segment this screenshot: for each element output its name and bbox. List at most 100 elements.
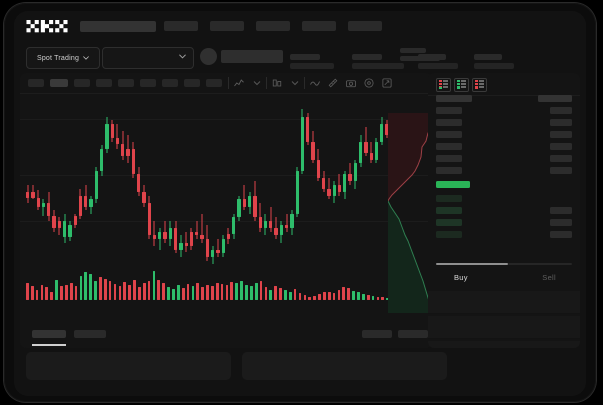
volume-bar [26,283,29,300]
bid-row-3-price[interactable] [436,219,462,226]
bid-row-4-amount[interactable] [550,231,572,238]
volume-bar [313,295,316,300]
chart-bottom-tabs [20,322,432,348]
tool-btn-9[interactable] [206,79,222,87]
icon-bar [461,80,466,82]
candle-body [327,188,331,196]
volume-bar [186,284,190,300]
search-input[interactable] [80,21,156,32]
ask-row-3-price[interactable] [436,131,462,138]
bid-row-1-price[interactable] [436,195,462,202]
bid-row-2-amount[interactable] [550,207,572,214]
candle-body [221,239,225,254]
ask-row-1-price[interactable] [436,107,462,114]
volume-bar [259,280,263,300]
ask-row-4-price[interactable] [436,143,462,150]
candle-body [121,143,125,157]
volume-bar [303,294,307,300]
last-price-row-price[interactable] [436,181,470,188]
chart-tab-2[interactable] [74,330,106,338]
orderbook-view-bids-icon[interactable] [454,78,469,92]
bottom-card-left[interactable] [26,352,231,380]
volume-bar [342,286,346,300]
ask-row-3-amount[interactable] [550,131,572,138]
nav-item-3[interactable] [256,21,290,31]
tool-btn-5[interactable] [118,79,134,87]
ask-row-5-price[interactable] [436,155,462,162]
tool-btn-2[interactable] [50,79,68,87]
candle-body [26,192,30,198]
icon-bar [438,83,442,85]
total-input[interactable] [428,341,580,348]
chevron-down-icon[interactable] [289,77,301,89]
indicators-icon[interactable] [233,77,245,89]
bid-row-4-price[interactable] [436,231,462,238]
candle [216,95,220,275]
ruler-icon[interactable] [327,77,339,89]
candle-wick [365,127,367,157]
chevron-down-icon[interactable] [251,77,263,89]
candle [131,95,135,275]
amount-input[interactable] [428,316,580,339]
okx-logo[interactable] [26,20,68,33]
chart-tab-1[interactable] [32,330,66,338]
compare-icon[interactable] [271,77,283,89]
trading-pair-selector[interactable] [102,47,194,69]
ask-row-4-amount[interactable] [550,143,572,150]
tool-btn-8[interactable] [184,79,200,87]
tab-sell[interactable]: Sell [542,273,556,282]
nav-item-5[interactable] [348,21,382,31]
ask-row-2-price[interactable] [436,119,462,126]
volume-bar [347,288,351,300]
bottom-card-right[interactable] [242,352,447,380]
bid-row-2-price[interactable] [436,207,462,214]
mode-selector-spot-trading[interactable]: Spot Trading [26,47,100,69]
bid-row-3-amount[interactable] [550,219,572,226]
orderbook-col-header-price [436,95,472,102]
line-style-icon[interactable] [309,77,321,89]
candle [84,95,88,275]
chart-plot-area[interactable] [20,93,432,348]
candle-body [174,228,178,250]
tab-buy[interactable]: Buy [454,273,468,282]
fullscreen-icon[interactable] [381,77,393,89]
ask-row-1-amount[interactable] [550,107,572,114]
candle-body [189,231,194,247]
ask-row-5-amount[interactable] [550,155,572,162]
ask-row-6-amount[interactable] [550,167,572,174]
camera-icon[interactable] [345,77,357,89]
chart-tab-right-2[interactable] [398,330,428,338]
settings-icon[interactable] [363,77,375,89]
tool-btn-6[interactable] [140,79,156,87]
icon-bar [479,86,484,88]
candle-body [163,231,167,239]
orderbook-view-both-icon[interactable] [436,78,451,92]
candle-body [306,116,310,142]
candle-body [115,138,120,144]
nav-item-1[interactable] [164,21,198,31]
candle-body [337,185,342,193]
avatar[interactable] [200,48,217,65]
orderbook-view-asks-icon[interactable] [472,78,487,92]
depth-ask-line [388,130,432,202]
price-input[interactable] [428,291,580,314]
candle [221,95,225,275]
nav-item-2[interactable] [210,21,244,31]
tool-btn-1[interactable] [28,79,44,87]
volume-bar [191,285,195,300]
ask-row-2-amount[interactable] [550,119,572,126]
volume-bar [279,287,282,300]
candle-body [137,174,141,193]
nav-item-4[interactable] [302,21,336,31]
candle-body [385,123,389,135]
tool-btn-4[interactable] [96,79,112,87]
tool-btn-7[interactable] [162,79,178,87]
icon-bar [438,80,442,82]
candle-body [374,141,379,160]
ask-row-6-price[interactable] [436,167,462,174]
chart-tab-right-1[interactable] [362,330,392,338]
candle [174,95,178,275]
tool-btn-3[interactable] [74,79,90,87]
volume-bar [35,290,39,300]
account-name-placeholder [221,50,283,63]
